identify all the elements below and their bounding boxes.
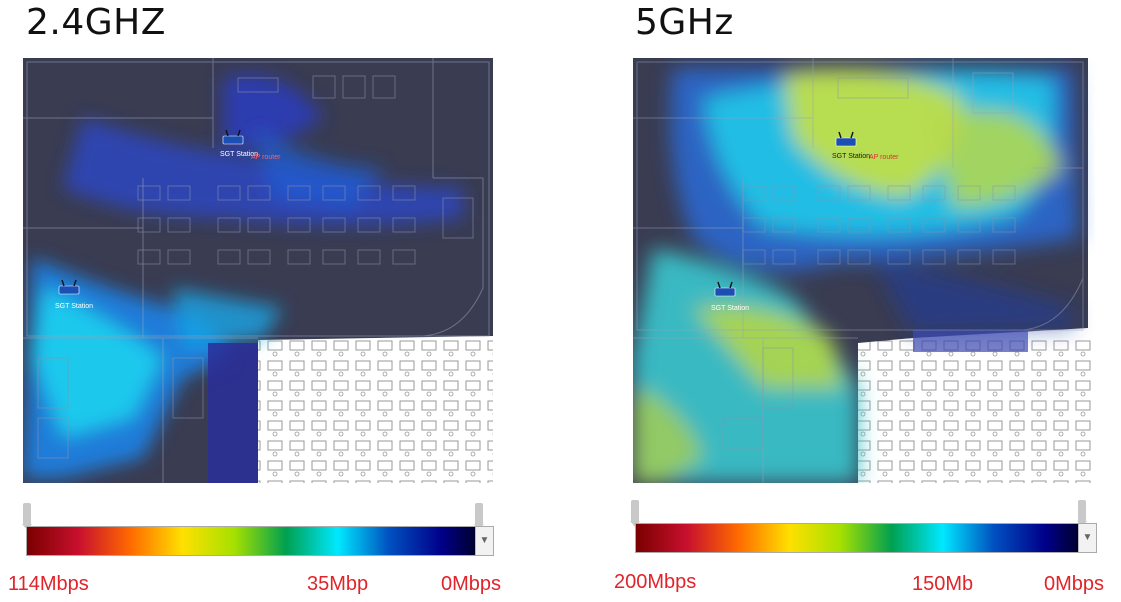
scale-min-label: 0Mbps (1044, 573, 1105, 595)
panel-title-5ghz: 5GHz (635, 2, 734, 43)
scale-max-label: 200Mbps (614, 571, 697, 593)
heatmap-5ghz: SGT Station AP router SGT Station (633, 58, 1095, 483)
panel-title-2-4ghz: 2.4GHZ (26, 2, 166, 43)
panel-5ghz: 5GHz (600, 0, 1121, 602)
ap-label-station: SGT Station (220, 151, 258, 158)
router-icon (58, 279, 80, 295)
scale-end-handle[interactable]: ▼ (475, 527, 493, 555)
scale-mid-label: 150Mb (912, 573, 974, 595)
panel-2-4ghz: 2.4GHZ (0, 0, 560, 602)
heatmap-2-4ghz: SGT Station AP router SGT Station (23, 58, 493, 483)
scale-end-handle[interactable]: ▼ (1078, 524, 1096, 552)
scale-max-slider[interactable] (474, 503, 484, 530)
scale-gradient-2-4ghz: ▼ (26, 526, 494, 556)
router-icon (835, 131, 857, 147)
ap-label-station: SGT Station (55, 303, 93, 310)
scale-min-slider[interactable] (630, 500, 640, 527)
scale-max-label: 114Mbps (8, 573, 89, 595)
ap-label-router: AP router (869, 154, 899, 161)
ap-label-station: SGT Station (832, 153, 870, 160)
ap-label-router: AP router (251, 154, 281, 161)
ap-label-station: SGT Station (711, 305, 749, 312)
router-icon (714, 281, 736, 297)
scale-gradient-5ghz: ▼ (635, 523, 1097, 553)
router-icon (222, 129, 244, 145)
scale-min-label: 0Mbps (441, 573, 502, 595)
scale-mid-label: 35Mbp (307, 573, 369, 595)
scale-min-slider[interactable] (22, 503, 32, 530)
scale-max-slider[interactable] (1077, 500, 1087, 527)
